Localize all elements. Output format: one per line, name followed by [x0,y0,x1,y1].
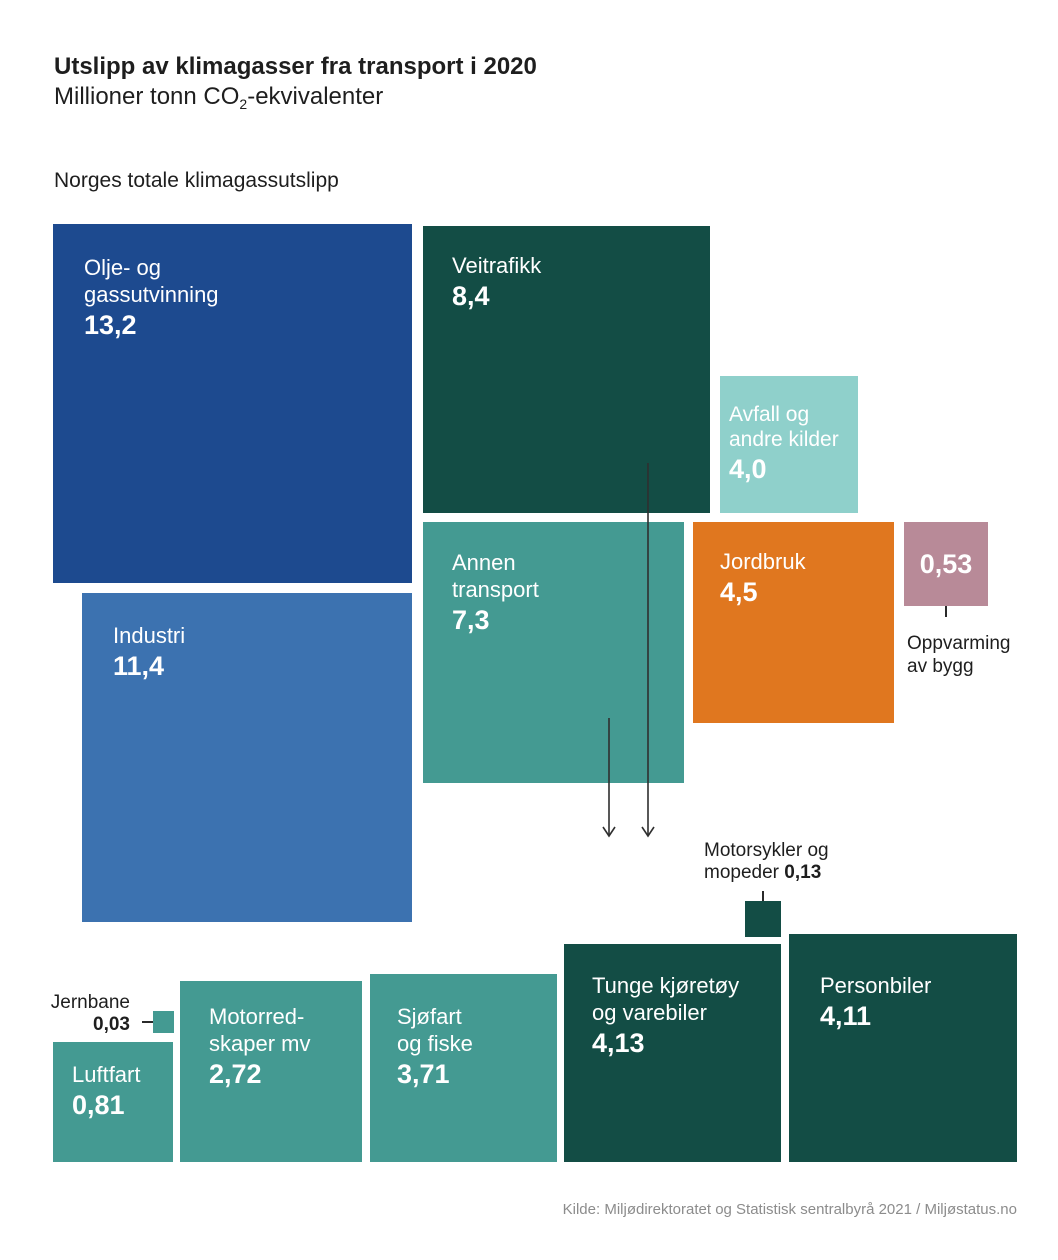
source-note: Kilde: Miljødirektoratet og Statistisk s… [562,1201,1017,1218]
label-line: Industri [113,623,186,648]
square-label: Avfall og andre kilder 4,0 [729,402,839,486]
chart-title: Utslipp av klimagasser fra transport i 2… [54,53,537,80]
value-label: 0,03 [93,1014,130,1035]
value-label: 3,71 [397,1059,450,1089]
square-jordbruk: Jordbruk 4,5 [693,522,894,723]
label-line: Personbiler [820,973,932,998]
label-line: Jordbruk [720,549,806,574]
subtitle-subscript: 2 [239,96,248,112]
value-label: 4,11 [820,1001,872,1031]
square-veitrafikk: Veitrafikk 8,4 [423,226,710,513]
label-line: og fiske [397,1031,473,1056]
square-label: Industri 11,4 [113,622,185,683]
square-annen-transport: Annen transport 7,3 [423,522,684,783]
label-line: og varebiler [592,1000,707,1025]
value-label: 0,81 [72,1090,125,1120]
square-tunge-kjoretoy-og-varebiler: Tunge kjøretøy og varebiler 4,13 [564,944,781,1162]
square-luftfart: Luftfart 0,81 [53,1042,173,1162]
arrowhead-annen-transport [602,826,616,838]
label-line: skaper mv [209,1031,311,1056]
oppvarming-label: Oppvarming av bygg [907,632,1011,678]
subtitle-text-before: Millioner tonn CO [54,83,240,110]
value-label: 7,3 [452,605,490,635]
value-label: 13,2 [84,310,137,340]
label-line: Veitrafikk [452,253,542,278]
square-label: Olje- og gassutvinning 13,2 [84,254,219,342]
square-label: Annen transport 7,3 [452,549,539,637]
chart-subtitle: Millioner tonn CO2-ekvivalenter [54,82,383,112]
label-line: Avfall og [729,403,810,426]
label-line: Motorred- [209,1004,305,1029]
label-line: Annen [452,550,516,575]
square-label: Luftfart 0,81 [72,1061,140,1122]
square-label: Veitrafikk 8,4 [452,252,541,313]
square-motorredskaper: Motorred- skaper mv 2,72 [180,981,362,1162]
label-line: Luftfart [72,1062,141,1087]
square-oppvarming-av-bygg: 0,53 [904,522,988,606]
label-line: av bygg [907,656,974,677]
value-label: 8,4 [452,281,490,311]
square-personbiler: Personbiler 4,11 [789,934,1017,1162]
square-label: Sjøfart og fiske 3,71 [397,1003,473,1091]
square-motorsykler-og-mopeder [745,901,781,937]
connector-line [142,1021,153,1023]
label-line: Sjøfart [397,1004,462,1029]
label-line: andre kilder [729,428,839,451]
label-line: Motorsykler og [704,840,829,861]
square-label: Motorred- skaper mv 2,72 [209,1003,310,1091]
label-line: Olje- og [84,255,162,280]
arrowhead-veitrafikk [641,826,655,838]
subtitle-text-after: -ekvivalenter [247,83,384,110]
value-label: 4,0 [729,454,767,484]
value-label: 2,72 [209,1059,262,1089]
value-label: 0,13 [784,862,822,883]
square-label: Personbiler 4,11 [820,972,931,1033]
connector-line [762,891,764,901]
label-line: mopeder 0,13 [704,862,829,884]
connector-line [945,606,947,617]
label-line: Tunge kjøretøy [592,973,740,998]
value-label: 4,5 [720,577,758,607]
jernbane-label: Jernbane 0,03 [51,992,130,1036]
square-avfall-og-andre-kilder: Avfall og andre kilder 4,0 [720,376,858,513]
label-line: Oppvarming [907,633,1011,654]
square-label: Jordbruk 4,5 [720,548,806,609]
label-line: Jernbane [50,992,130,1013]
label-line: gassutvinning [84,282,219,307]
square-sjofart-og-fiske: Sjøfart og fiske 3,71 [370,974,557,1162]
value-label: 4,13 [592,1028,645,1058]
label-text: mopeder [704,862,779,883]
group-label: Norges totale klimagassutslipp [54,169,339,192]
value-label: 0,53 [919,549,973,579]
label-line: transport [452,577,539,602]
motorsykler-label: Motorsykler og mopeder 0,13 [704,840,829,884]
square-label: Tunge kjøretøy og varebiler 4,13 [592,972,739,1060]
value-label: 11,4 [113,651,165,681]
square-olje-og-gassutvinning: Olje- og gassutvinning 13,2 [53,224,412,583]
square-industri: Industri 11,4 [82,593,412,922]
square-jernbane [153,1011,174,1033]
